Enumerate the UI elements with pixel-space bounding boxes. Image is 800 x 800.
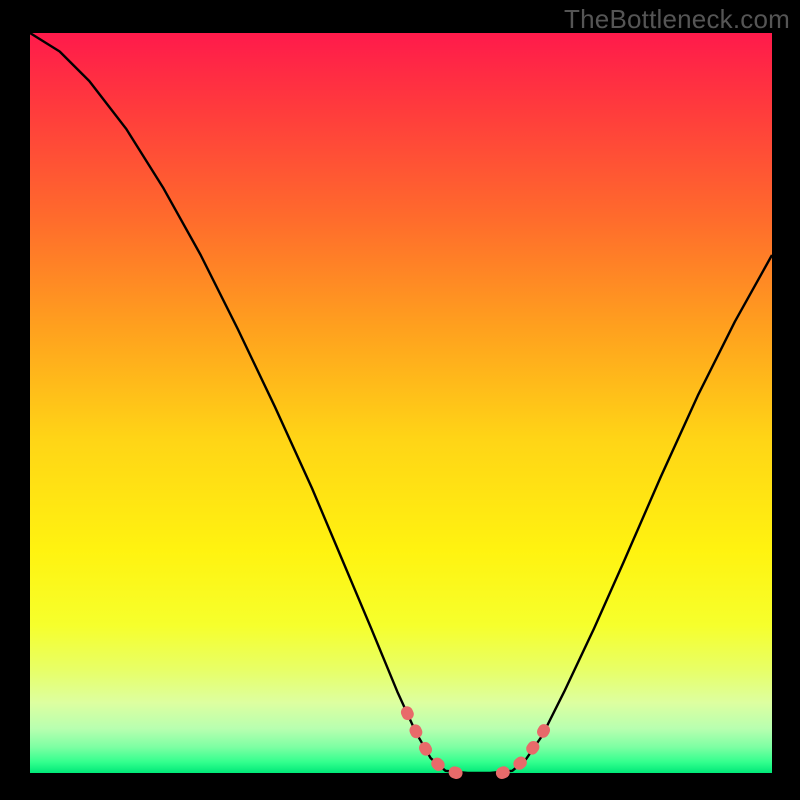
bottleneck-chart xyxy=(0,0,800,800)
chart-gradient-background xyxy=(30,33,772,773)
chart-stage: TheBottleneck.com xyxy=(0,0,800,800)
watermark-text: TheBottleneck.com xyxy=(564,4,790,35)
